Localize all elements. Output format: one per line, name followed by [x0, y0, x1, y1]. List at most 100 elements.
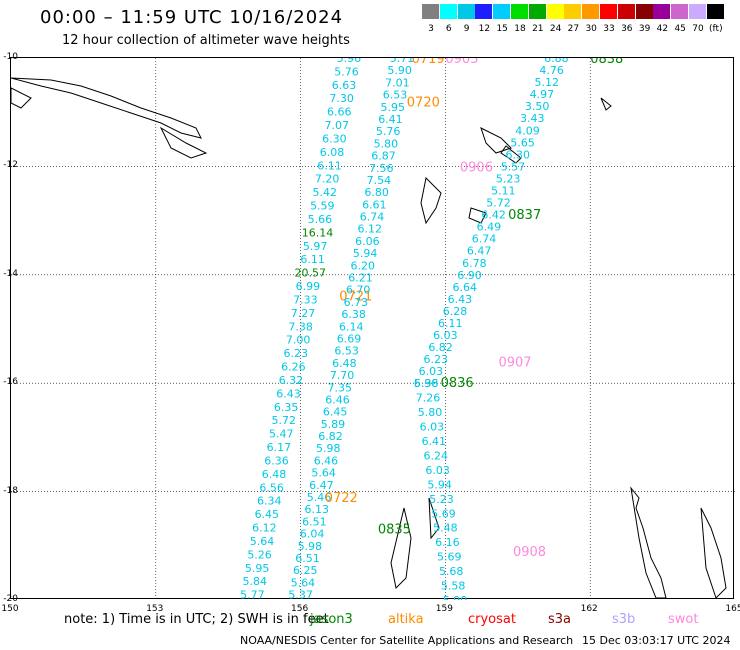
y-tick-label: -16	[3, 377, 18, 388]
pass-time-label: 0722	[325, 491, 358, 506]
coastline	[700, 507, 727, 599]
colorbar-label: 3	[428, 24, 434, 34]
wave-height-value: 6.51	[302, 515, 327, 528]
y-tick-label: -20	[3, 594, 18, 604]
mission-legend-item: swot	[668, 612, 699, 627]
wave-height-value: 7.20	[315, 173, 340, 186]
wave-height-value: 6.17	[267, 441, 292, 454]
wave-height-value: 5.95	[380, 101, 405, 114]
colorbar-label: 15	[496, 24, 508, 34]
x-tick-label: 150	[1, 604, 19, 614]
x-tick-label: 153	[146, 604, 164, 614]
wave-height-value: 5.98	[414, 377, 439, 390]
x-tick-label: 159	[435, 604, 453, 614]
wave-height-value: 6.23	[284, 347, 309, 360]
wave-height-value: 6.04	[300, 528, 325, 541]
wave-height-value: 6.03	[420, 421, 445, 434]
colorbar-swatch	[546, 4, 564, 19]
colorbar-label: 21	[532, 24, 544, 34]
wave-height-value: 6.88	[544, 58, 569, 65]
wave-height-value: 6.47	[309, 479, 334, 492]
coastline	[11, 77, 202, 139]
wave-height-value: 5.76	[376, 125, 401, 138]
pass-time-label: 0905	[445, 58, 478, 67]
map-canvas: 5.965.766.637.306.667.076.306.086.117.20…	[11, 58, 735, 600]
wave-height-value: 7.33	[293, 293, 318, 306]
pass-time-label: 0836	[441, 376, 474, 391]
coastline	[390, 507, 412, 590]
wave-height-value: 6.28	[443, 305, 468, 318]
wave-height-value: 5.69	[431, 507, 456, 520]
wave-height-value: 5.42	[312, 186, 337, 199]
colorbar-swatch	[600, 4, 617, 19]
colorbar-swatch	[457, 4, 475, 19]
colorbar-label: 18	[514, 24, 526, 34]
y-tick-label: -10	[3, 52, 18, 62]
wave-height-value: 5.72	[271, 414, 296, 427]
wave-height-value: 6.46	[325, 393, 350, 406]
y-tick-label: -14	[3, 268, 18, 279]
wave-height-value: 6.42	[481, 209, 506, 222]
coastline	[600, 97, 612, 111]
wave-height-value: 6.11	[317, 159, 342, 172]
mission-legend-item: cryosat	[468, 612, 516, 627]
wave-height-value: 7.35	[328, 381, 353, 394]
wave-height-value: 5.80	[374, 137, 399, 150]
wave-height-value: 6.30	[506, 148, 531, 161]
map-subtitle: 12 hour collection of altimeter wave hei…	[62, 33, 350, 48]
wave-height-value: 6.35	[274, 401, 299, 414]
wave-height-value: 5.80	[418, 406, 443, 419]
wave-height-value: 5.77	[240, 589, 265, 600]
wave-height-value: 6.13	[304, 503, 329, 516]
wave-height-value: 5.66	[308, 213, 333, 226]
wave-height-value: 6.43	[276, 387, 301, 400]
wave-height-value: 5.64	[311, 467, 336, 480]
colorbar-label: 30	[585, 24, 597, 34]
x-tick-label: 156	[291, 604, 309, 614]
wave-height-value: 6.08	[320, 146, 345, 159]
wave-height-value: 6.26	[281, 361, 306, 374]
wave-height-value: 16.14	[302, 226, 334, 239]
wave-height-value: 6.47	[467, 245, 492, 258]
x-tick-label: 165	[725, 604, 740, 614]
mission-legend-item: jason3	[310, 612, 353, 627]
colorbar-label: 24	[549, 24, 562, 34]
wave-height-value: 6.41	[422, 435, 447, 448]
coastline	[630, 486, 667, 599]
colorbar-swatch	[635, 4, 653, 19]
wave-height-value: 6.61	[362, 198, 387, 211]
wave-height-value: 6.66	[327, 106, 352, 119]
wave-height-value: 6.87	[371, 150, 396, 163]
wave-height-value: 20.57	[295, 267, 327, 280]
wave-height-value: 5.64	[250, 535, 275, 548]
wave-height-value: 6.73	[344, 296, 369, 309]
wave-height-value: 3.43	[520, 112, 545, 125]
wave-height-value: 6.43	[448, 293, 473, 306]
colorbar-swatch	[653, 4, 671, 19]
wave-height-value: 6.03	[425, 464, 450, 477]
colorbar-swatch	[617, 4, 635, 19]
generated-time: 15 Dec 03:03:17 UTC 2024	[582, 634, 731, 647]
colorbar-swatch	[511, 4, 528, 19]
map-title: 00:00 – 11:59 UTC 10/16/2024	[40, 7, 344, 28]
mission-legend-item: s3a	[548, 612, 572, 627]
wave-height-value: 5.64	[291, 576, 316, 589]
wave-height-value: 5.76	[334, 65, 359, 78]
y-tick-label: -12	[3, 160, 18, 171]
wave-height-value: 6.36	[264, 454, 289, 467]
mission-legend-item: altika	[388, 612, 424, 627]
wave-height-value: 6.53	[383, 89, 408, 102]
wave-height-value: 6.48	[332, 357, 357, 370]
coastline	[159, 126, 208, 159]
colorbar-swatch	[493, 4, 511, 19]
wave-height-value: 6.11	[438, 317, 463, 330]
colorbar-swatch	[671, 4, 689, 19]
wave-height-value: 6.56	[259, 481, 284, 494]
wave-height-value: 6.69	[337, 332, 362, 345]
wave-height-value: 6.80	[364, 186, 389, 199]
wave-height-value: 5.97	[303, 240, 328, 253]
colorbar-swatch	[439, 4, 457, 19]
pass-time-label: 0907	[498, 356, 531, 371]
colorbar-swatch	[422, 4, 439, 19]
wave-height-value: 6.45	[255, 508, 280, 521]
